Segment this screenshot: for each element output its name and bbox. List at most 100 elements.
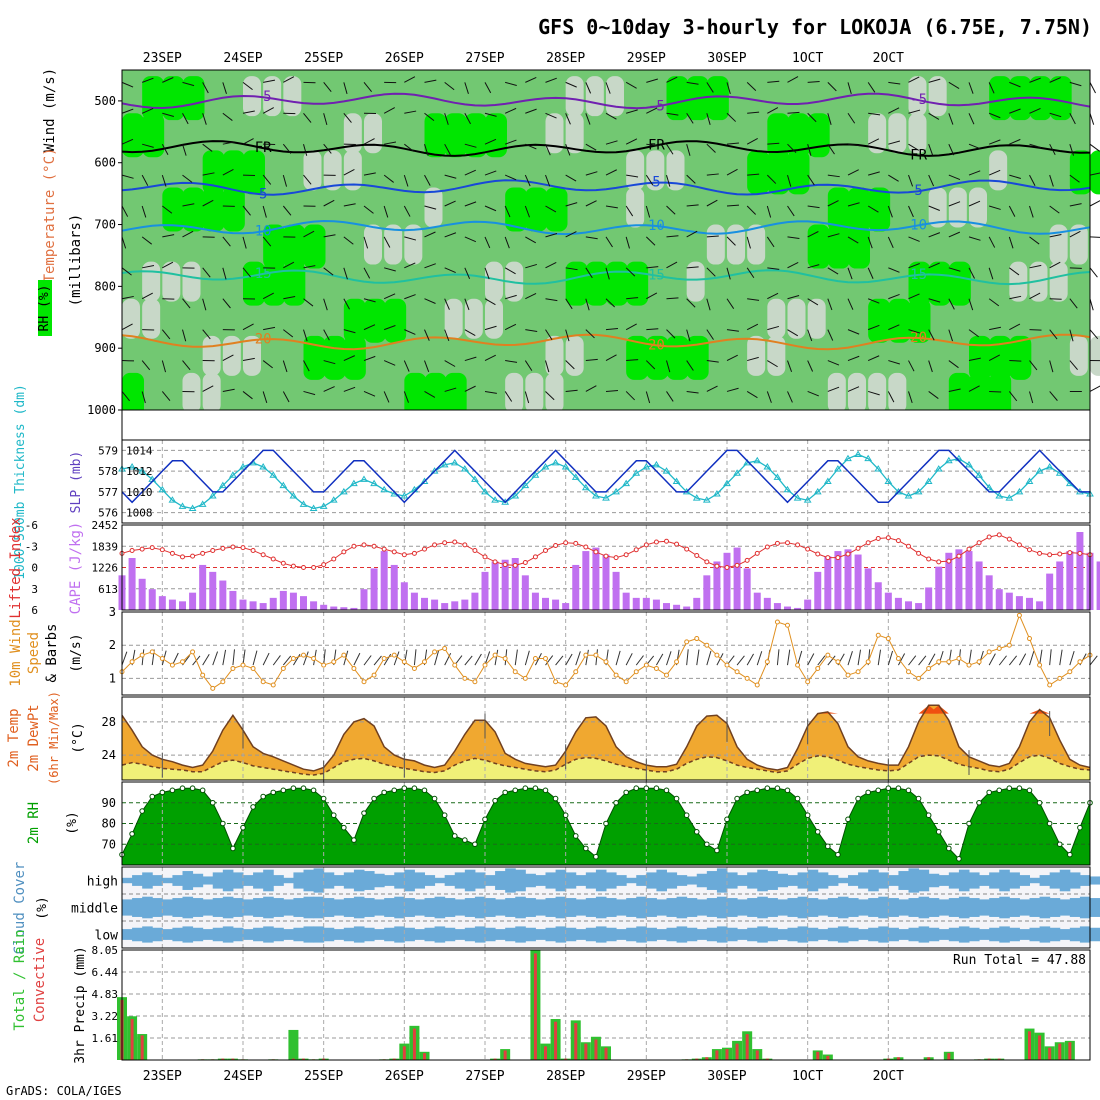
wind-speed-marker xyxy=(684,639,690,645)
wind-speed-marker xyxy=(845,672,851,678)
wind-speed-marker xyxy=(855,669,861,675)
thickness-marker xyxy=(813,487,822,495)
surface-wind-barb xyxy=(787,649,791,666)
wind-speed-marker xyxy=(230,665,236,671)
cloud-cell-high xyxy=(464,869,476,892)
wind-barb xyxy=(303,329,308,342)
rh-high-cell xyxy=(848,187,870,232)
cloud-cell-middle xyxy=(908,898,920,917)
rh-low-cell xyxy=(868,113,887,154)
rh-marker xyxy=(633,785,640,792)
cloud-cell-low xyxy=(837,926,849,943)
rh-high-cell xyxy=(868,298,891,343)
wind-barb xyxy=(605,205,618,209)
rh-marker xyxy=(734,795,740,802)
lifted-index-marker xyxy=(472,548,478,553)
rh-low-cell xyxy=(464,298,483,339)
cloud-cell-low xyxy=(616,929,627,940)
cloud-cell-low xyxy=(535,929,546,940)
wind-barb xyxy=(161,391,171,402)
wind-barb xyxy=(666,76,678,83)
cape-bar xyxy=(592,547,600,610)
wind-barb xyxy=(141,360,151,371)
wind-barb xyxy=(968,143,981,150)
wind-barb xyxy=(626,359,639,362)
cape-bar xyxy=(451,601,459,610)
surface-wind-barb xyxy=(282,655,292,666)
cloud-cell-middle xyxy=(606,898,617,917)
thickness-marker xyxy=(208,492,217,499)
precip-convective-bar xyxy=(695,1058,699,1060)
wind-barb xyxy=(162,112,175,117)
rh-marker xyxy=(169,787,176,794)
precip-convective-bar xyxy=(745,1034,749,1060)
wind-barb xyxy=(1029,236,1040,245)
precip-convective-bar xyxy=(564,1058,568,1060)
cloud-cell-high xyxy=(243,875,254,886)
wind-barb xyxy=(888,174,899,182)
cloud-cell-high xyxy=(827,875,839,886)
lifted-index-marker xyxy=(603,553,609,559)
wind-speed-marker xyxy=(512,669,518,675)
wind-barb xyxy=(383,293,396,300)
wind-barb xyxy=(646,143,659,147)
contour-label: 15 xyxy=(255,266,272,282)
cloud-cell-middle xyxy=(434,896,446,919)
wind-barb xyxy=(444,113,449,125)
wind-barb xyxy=(1089,200,1100,207)
wind-barb xyxy=(948,267,961,272)
rh-high-cell xyxy=(202,187,225,232)
cloud-cell-middle xyxy=(545,898,557,917)
cape-bar xyxy=(1076,532,1084,610)
thickness-marker xyxy=(692,494,701,501)
cape-bar xyxy=(753,592,761,610)
wind-barb xyxy=(565,267,578,271)
cloud-cell-low xyxy=(122,929,133,940)
wind-barb xyxy=(1029,391,1034,404)
temperature-area xyxy=(122,705,1090,775)
wind-barb xyxy=(585,329,595,339)
rh-marker xyxy=(875,787,882,794)
wind-barb xyxy=(827,386,840,392)
cloud-cell-middle xyxy=(283,899,294,916)
cloud-cell-low xyxy=(1059,929,1071,940)
lifted-index-marker xyxy=(916,550,922,556)
dewpt-axis-label: 2m DewPt xyxy=(26,704,42,771)
cloud-cell-low xyxy=(293,927,304,942)
wind-barb xyxy=(464,236,477,243)
cloud-cell-low xyxy=(858,929,869,940)
cloud-cell-middle xyxy=(1079,896,1091,919)
thickness-marker xyxy=(773,473,782,480)
lifted-index-marker xyxy=(785,540,790,546)
cape-bar xyxy=(1056,561,1064,610)
wind-speed-marker xyxy=(956,655,962,661)
wind-barb xyxy=(1049,298,1062,300)
surface-wind-barb xyxy=(625,653,633,666)
wind-barb xyxy=(605,354,617,361)
wind-barb xyxy=(666,360,671,373)
wind-barb xyxy=(121,108,134,114)
wind-barb xyxy=(625,138,638,145)
wind-speed-marker xyxy=(986,649,992,655)
wind-barb xyxy=(908,293,920,300)
surface-wind-barb xyxy=(565,653,573,666)
rh-panel-frame xyxy=(121,781,1091,866)
wind-barb xyxy=(807,264,820,269)
cloud-cell-high xyxy=(434,877,446,884)
cloud-cell-middle xyxy=(485,898,496,917)
cape-bar xyxy=(128,558,136,610)
cloud-cell-high xyxy=(374,873,385,888)
lifted-index-marker xyxy=(845,551,851,557)
lifted-index-marker xyxy=(926,556,932,562)
cloud-cell-low xyxy=(646,927,657,942)
rh-high-cell xyxy=(989,335,1012,380)
rh-high-cell xyxy=(142,113,165,158)
wind-barb xyxy=(968,385,980,392)
cape-bar xyxy=(219,580,227,610)
wind-speed-marker xyxy=(653,665,659,671)
wind-barb xyxy=(565,329,570,342)
lifted-index-marker xyxy=(764,544,770,550)
wind-barb xyxy=(505,294,517,300)
wind-barb xyxy=(323,329,330,341)
rh-low-cell xyxy=(1049,224,1068,265)
